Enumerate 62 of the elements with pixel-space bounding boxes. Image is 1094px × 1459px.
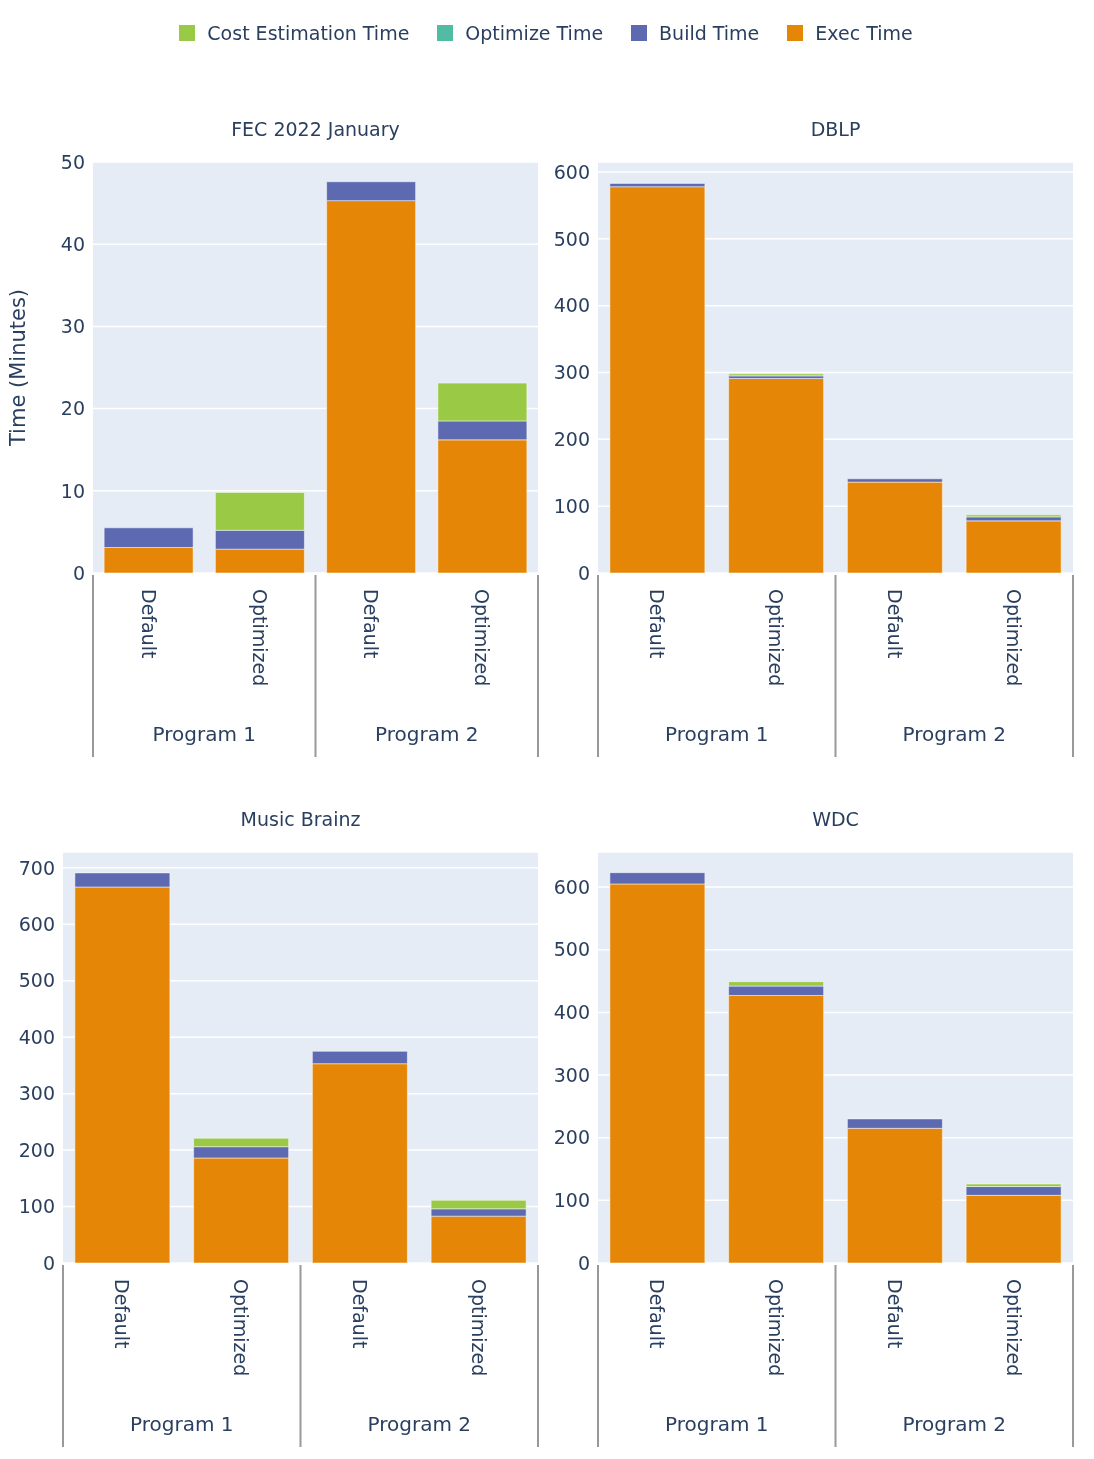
chart-title: FEC 2022 January	[230, 118, 401, 142]
x-tick-label: Default	[348, 1279, 371, 1349]
text: Program 2	[367, 1412, 471, 1436]
x-tick-label: Default	[646, 589, 669, 659]
text: Program 2	[902, 722, 1006, 746]
x-tick-label: Default	[111, 1279, 134, 1349]
y-tick-label: 30	[60, 315, 85, 338]
x-tick-label: Optimized	[248, 589, 271, 687]
y-tick-label: 100	[553, 494, 590, 517]
legend-label: Cost Estimation Time	[207, 22, 410, 44]
y-tick-label: 700	[18, 856, 55, 879]
y-tick-label: 500	[553, 938, 590, 961]
x-tick-label: Optimized	[467, 1279, 490, 1377]
y-tick-label: 40	[60, 232, 85, 255]
text: Program 1	[130, 1412, 234, 1436]
y-tick-label: 400	[18, 1025, 55, 1048]
x-tick-label: Optimized	[471, 589, 494, 687]
text: Program 1	[665, 722, 769, 746]
x-tick-label: Default	[360, 589, 383, 659]
y-tick-label: 0	[72, 561, 85, 584]
y-tick-label: 0	[577, 1251, 590, 1274]
x-tick-label: Default	[137, 589, 160, 659]
x-tick-label: Default	[646, 1279, 669, 1349]
text: Program 1	[665, 1412, 769, 1436]
y-tick-label: 400	[553, 1001, 590, 1024]
y-tick-label: 600	[18, 913, 55, 936]
chart-title: Music Brainz	[239, 808, 362, 832]
y-tick-label: 300	[18, 1082, 55, 1105]
y-tick-label: 500	[18, 969, 55, 992]
chart-title: WDC	[811, 808, 860, 832]
y-tick-label: 50	[60, 150, 85, 173]
y-tick-label: 10	[60, 479, 85, 502]
text: Program 1	[152, 722, 256, 746]
y-tick-label: 300	[553, 361, 590, 384]
y-tick-label: 200	[553, 1126, 590, 1149]
y-tick-label: 600	[553, 160, 590, 183]
bar	[965, 514, 1062, 518]
chart-title: DBLP	[809, 118, 862, 142]
y-tick-label: 100	[18, 1195, 55, 1218]
y-tick-label: 20	[60, 397, 85, 420]
legend-label: Optimize Time	[465, 22, 604, 44]
x-tick-label: Optimized	[765, 589, 788, 687]
y-axis-title: Time (Minutes)	[6, 288, 31, 448]
text: Program 2	[902, 1412, 1006, 1436]
x-tick-label: Optimized	[230, 1279, 253, 1377]
y-tick-label: 200	[553, 428, 590, 451]
text: Program 2	[375, 722, 479, 746]
x-tick-label: Optimized	[1002, 1279, 1025, 1377]
x-tick-label: Default	[883, 1279, 906, 1349]
legend-label: Exec Time	[815, 22, 913, 44]
x-tick-label: Optimized	[1002, 589, 1025, 687]
y-tick-label: 100	[553, 1189, 590, 1212]
y-tick-label: 0	[42, 1251, 55, 1274]
legend-label: Build Time	[659, 22, 760, 44]
y-tick-label: 400	[553, 294, 590, 317]
y-tick-label: 300	[553, 1063, 590, 1086]
y-tick-label: 0	[577, 561, 590, 584]
x-tick-label: Optimized	[765, 1279, 788, 1377]
x-tick-label: Default	[883, 589, 906, 659]
y-tick-label: 500	[553, 227, 590, 250]
y-tick-label: 600	[553, 875, 590, 898]
y-tick-label: 200	[18, 1138, 55, 1161]
